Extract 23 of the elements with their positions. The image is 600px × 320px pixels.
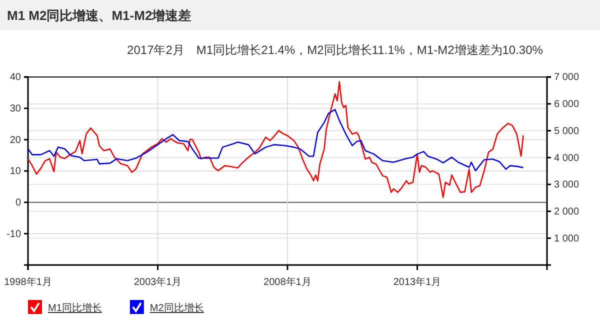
x-tick-label: 2013年1月 [393,276,442,288]
y2-tick-label: 6 000 [554,99,580,110]
y2-tick-label: 2 000 [554,206,580,218]
chart-title: M1 M2同比增速、M1-M2增速差 [7,8,192,23]
y2-tick-label: 1 000 [554,233,580,244]
x-tick-label: 2003年1月 [134,276,182,288]
line-series [27,81,524,198]
line-series [27,108,524,172]
y2-tick-label: 3 000 [554,180,580,191]
y2-tick-label: 5 000 [554,126,580,137]
y-tick-label: 10 [10,166,22,178]
y-tick-label: 30 [10,104,22,115]
x-tick-label: 2008年1月 [264,276,312,288]
y-tick-label: 0 [15,198,22,209]
legend-label: M1同比增长 [48,302,102,314]
legend-label: M2同比增长 [150,302,204,314]
y-tick-label: -10 [6,228,22,240]
y2-tick-label: 7 000 [554,72,580,84]
y-tick-label: 20 [10,134,22,146]
y2-tick-label: 4 000 [554,152,580,164]
x-tick-label: 1998年1月 [4,276,52,288]
y-tick-label: 40 [10,72,22,84]
chart-subtitle: 2017年2月 M1同比增长21.4%，M2同比增长11.1%，M1-M2增速差为10.30% [127,43,544,57]
